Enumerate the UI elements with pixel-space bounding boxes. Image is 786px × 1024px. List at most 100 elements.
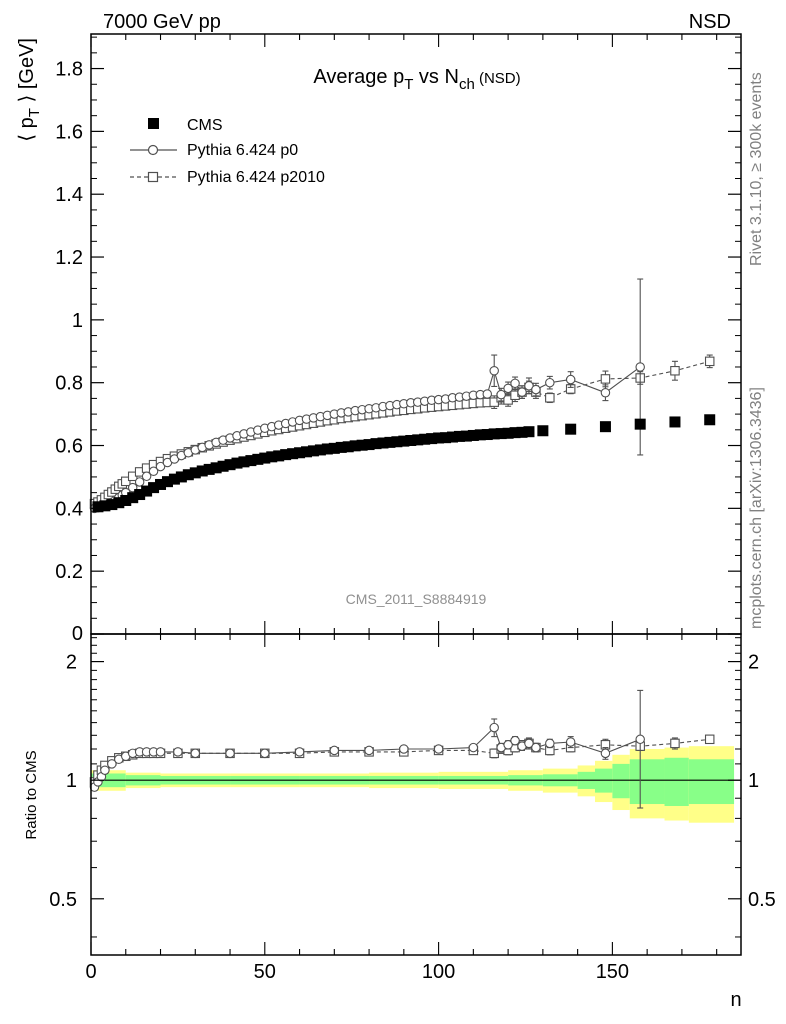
ratio-frame [90, 633, 742, 956]
legend-marker-p2010 [147, 171, 159, 183]
ratio-inner-band [688, 759, 735, 805]
p0-main-point [545, 377, 555, 388]
title-sub-2: ch [459, 76, 475, 93]
ylabel-part-1: ⟨ p [16, 117, 38, 141]
ratio-ytick-label-left: 1 [66, 770, 77, 792]
cms-point [189, 467, 201, 479]
xtick-label: 100 [422, 961, 455, 983]
p0-ratio-point [155, 747, 166, 757]
xlabel: n [730, 989, 741, 1011]
cms-point [148, 482, 160, 494]
xtick-label: 50 [254, 961, 276, 983]
legend-label-p0: Pythia 6.424 p0 [187, 142, 298, 159]
p2010-main-point [121, 476, 131, 487]
p0-ratio-point [468, 742, 479, 753]
cms-point [238, 456, 250, 468]
cms-point [120, 494, 132, 506]
axes-layer: 0 0.2 0.4 0.6 0.8 1 1.2 1.4 1.6 1.8 0 50 100 150 0.5 0.… [49, 33, 776, 983]
analysis-watermark: CMS_2011_S8884919 [346, 591, 487, 607]
ratio-ylabel: Ratio to CMS [23, 750, 40, 839]
cms-point [113, 497, 125, 509]
cms-point [419, 433, 431, 445]
cms-point [565, 423, 577, 435]
p0-main-line [94, 366, 641, 509]
cms-point [453, 430, 465, 442]
ratio-inner-band [612, 763, 630, 799]
cms-point [342, 441, 354, 453]
cms-point [280, 449, 292, 461]
p2010-main-point [545, 393, 555, 403]
main-data-layer [89, 278, 716, 514]
p0-ratio-point [364, 745, 374, 756]
main-ytick-label: 1.6 [55, 121, 83, 143]
legend-marker-p0 [147, 144, 159, 156]
p0-ratio-point [260, 748, 270, 759]
cms-point [210, 462, 222, 474]
cms-point [460, 430, 472, 442]
main-ytick-label: 0 [72, 623, 83, 645]
ratio-ytick-label-right: 2 [748, 652, 759, 674]
header-left: 7000 GeV pp [103, 11, 221, 33]
cms-point [127, 492, 139, 504]
cms-point [203, 463, 215, 475]
main-ylabel: ⟨ pT ⟩ [GeV] [16, 38, 43, 142]
legend-label-cms: CMS [187, 117, 223, 134]
p2010-main-point [600, 374, 611, 384]
ylabel-part-2: ⟩ [GeV] [16, 38, 38, 108]
cms-point [523, 426, 535, 438]
main-ytick-label: 0.2 [55, 561, 83, 583]
cms-point [370, 438, 382, 450]
cms-point [474, 429, 486, 441]
p0-ratio-point [100, 765, 110, 775]
cms-point [405, 434, 417, 446]
ratio-ytick-label-right: 1 [748, 770, 759, 792]
cms-point [321, 443, 333, 455]
p0-ratio-point [545, 738, 555, 749]
p0-ratio-point [107, 759, 117, 769]
p0-main-point [510, 378, 520, 389]
cms-point [363, 439, 375, 451]
cms-point [495, 428, 507, 440]
p2010-main-point [670, 366, 680, 376]
p0-ratio-point [190, 748, 201, 759]
p0-main-point [503, 383, 513, 394]
cms-point [314, 444, 326, 456]
cms-point [537, 425, 549, 437]
cms-point [433, 432, 445, 444]
p0-ratio-point [510, 735, 520, 746]
cms-point [259, 452, 271, 464]
ratio-data-layer [89, 689, 741, 823]
mcplots-label: mcplots.cern.ch [arXiv:1306.3436] [748, 387, 765, 629]
cms-point [481, 429, 493, 441]
p0-ratio-point [531, 742, 541, 753]
cms-point [509, 427, 521, 439]
header-right: NSD [689, 11, 731, 33]
cms-point [301, 446, 313, 458]
cms-point [307, 445, 319, 457]
cms-point [141, 485, 153, 497]
cms-point [196, 465, 208, 477]
cms-point [106, 499, 118, 511]
p0-ratio-point [489, 722, 499, 733]
cms-point [516, 426, 528, 438]
cms-point [252, 453, 264, 465]
cms-point [161, 476, 173, 488]
cms-point [217, 460, 229, 472]
cms-point [704, 414, 716, 426]
cms-point [175, 471, 187, 483]
cms-point [328, 442, 340, 454]
main-ytick-label: 1 [72, 310, 83, 332]
cms-point [412, 434, 424, 446]
ylabel-sub: T [26, 108, 43, 117]
xtick-label: 0 [85, 961, 96, 983]
main-ytick-label: 0.8 [55, 373, 83, 395]
p0-ratio-point [565, 737, 576, 747]
p0-main-point [565, 374, 576, 385]
main-ytick-label: 0.6 [55, 436, 83, 458]
title-part-3: (NSD) [475, 70, 521, 87]
p0-main-point [517, 387, 527, 397]
cms-point [231, 457, 243, 469]
cms-point [335, 441, 347, 453]
legend: CMS Pythia 6.424 p0 Pythia 6.424 p2010 [130, 117, 325, 186]
